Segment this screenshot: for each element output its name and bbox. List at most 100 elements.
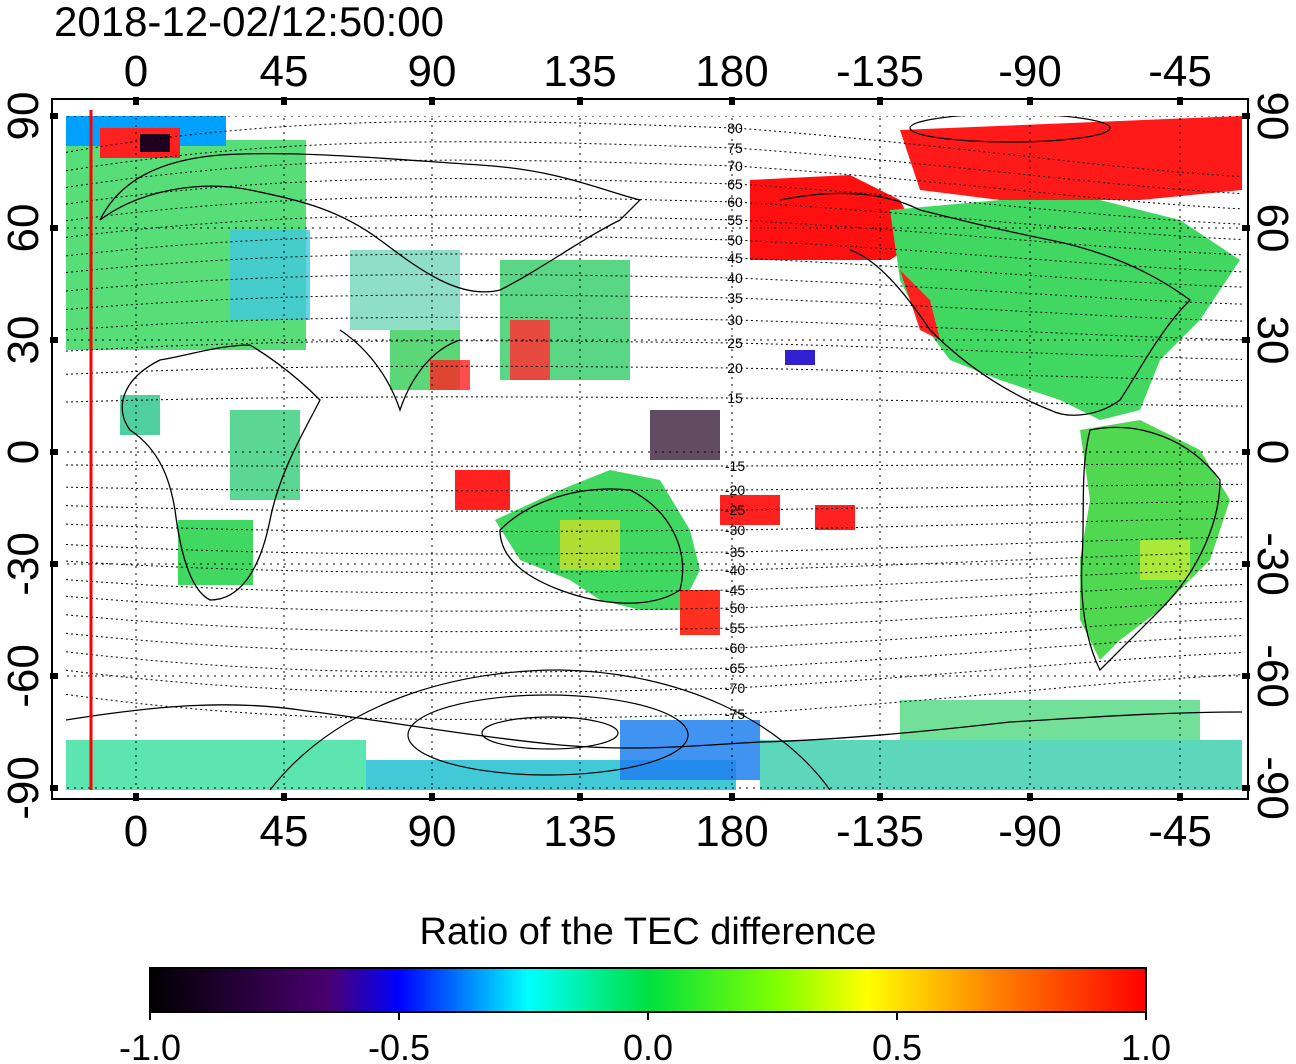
colorbar-tick-label: 0.5 <box>872 1027 922 1064</box>
magnetic-latitude-contour <box>66 618 1242 653</box>
tec-region-south-pacific <box>720 495 780 525</box>
frame-ticks <box>50 97 1250 801</box>
lat-label-right: 30 <box>1248 316 1296 365</box>
magnetic-latitude-label: 65 <box>727 176 743 192</box>
lat-label-right: 90 <box>1248 92 1296 141</box>
magnetic-latitude-contour <box>66 196 1242 240</box>
magnetic-latitude-label: -40 <box>725 562 745 578</box>
lat-label-left: 0 <box>0 440 48 464</box>
longitude-labels-bottom: 0 45 90 135 180 -135 -90 -45 <box>124 807 1212 856</box>
lon-label-bottom: 45 <box>260 807 309 856</box>
colorbar-ticks: -1.0 -0.5 0.0 0.5 1.0 <box>119 1012 1171 1064</box>
lat-label-right: 0 <box>1248 440 1296 464</box>
magnetic-latitude-contour <box>66 273 1242 305</box>
magnetic-latitude-contour <box>66 568 1242 594</box>
magnetic-latitude-contour <box>66 294 1242 322</box>
tec-region-bay-of-bengal <box>430 360 470 390</box>
lat-lon-grid <box>66 116 1242 790</box>
lat-label-left: 30 <box>0 316 48 365</box>
tec-data-layer <box>66 116 1242 790</box>
magnetic-latitude-contour <box>66 652 1242 694</box>
tec-region-west-coast <box>900 270 940 340</box>
magnetic-latitude-label: 30 <box>727 312 743 328</box>
lat-label-right: -60 <box>1248 644 1296 708</box>
tec-region-south-africa <box>178 520 253 585</box>
magnetic-latitude-label: 50 <box>727 232 743 248</box>
magnetic-latitude-label: 25 <box>727 335 743 351</box>
magnetic-latitude-contour <box>66 584 1242 612</box>
tec-region-new-zealand <box>680 590 720 635</box>
north-pole-contour <box>909 116 1111 143</box>
magnetic-latitude-contour <box>66 483 1242 492</box>
magnetic-latitude-label: -50 <box>725 600 745 616</box>
magnetic-latitude-contour <box>66 340 1242 360</box>
lon-label-bottom: -45 <box>1148 807 1212 856</box>
tec-region-south-pacific-east <box>815 505 855 530</box>
magnetic-latitude-label: 45 <box>727 250 743 266</box>
lon-label-top: -45 <box>1148 47 1212 96</box>
magnetic-latitude-contour <box>66 463 1242 467</box>
timestamp: 2018-12-02/12:50:00 <box>54 0 444 45</box>
lat-label-left: -90 <box>0 756 48 820</box>
tec-region-antarctic-east <box>760 740 1242 790</box>
tec-region-antarctic-low <box>620 720 760 780</box>
magnetic-latitude-contour <box>66 316 1242 341</box>
magnetic-latitude-label: 75 <box>727 140 743 156</box>
lon-label-top: 135 <box>543 47 616 96</box>
lon-label-top: 180 <box>695 47 768 96</box>
magnetic-latitude-label: 55 <box>727 212 743 228</box>
magnetic-latitude-contours <box>66 120 1242 720</box>
tec-region-hawaii <box>785 350 815 365</box>
magnetic-latitude-label: -20 <box>725 482 745 498</box>
magnetic-latitude-contour <box>66 120 1242 178</box>
lon-label-bottom: 180 <box>695 807 768 856</box>
magnetic-latitude-label: -30 <box>725 522 745 538</box>
lon-label-bottom: 0 <box>124 807 148 856</box>
lat-label-left: -30 <box>0 532 48 596</box>
magnetic-latitude-contour <box>66 253 1242 288</box>
lon-label-top: -90 <box>998 47 1062 96</box>
tec-region-brazil-high <box>1140 540 1190 580</box>
lon-label-top: 0 <box>124 47 148 96</box>
latitude-labels-left: 90 60 30 0 -30 -60 -90 <box>0 92 48 820</box>
latitude-labels-right: 90 60 30 0 -30 -60 -90 <box>1248 92 1296 820</box>
africa-coast <box>121 344 321 601</box>
magnetic-latitude-contour <box>66 141 1242 195</box>
magnetic-latitude-label: -75 <box>725 706 745 722</box>
colorbar <box>149 967 1147 1013</box>
magnetic-latitude-label: 20 <box>727 360 743 376</box>
magnetic-latitude-contour <box>66 500 1242 512</box>
colorbar-tick-label: 0.0 <box>623 1027 673 1064</box>
colorbar-tick-label: 1.0 <box>1121 1027 1171 1064</box>
magnetic-latitude-label: -55 <box>725 620 745 636</box>
north-america-coast <box>779 192 1191 416</box>
magnetic-latitude-contour <box>66 551 1242 573</box>
lon-label-top: 45 <box>260 47 309 96</box>
magnetic-latitude-label: -15 <box>725 458 745 474</box>
magnetic-latitude-contour <box>66 214 1242 256</box>
magnetic-latitude-contour <box>66 536 1242 555</box>
colorbar-tick-label: -1.0 <box>119 1027 181 1064</box>
magnetic-latitude-label: 35 <box>727 290 743 306</box>
magnetic-latitude-label: -45 <box>725 582 745 598</box>
tec-region-west-africa <box>120 395 160 435</box>
antarctica-coast <box>66 704 1242 749</box>
lat-label-left: 60 <box>0 204 48 253</box>
lat-label-right: -30 <box>1248 532 1296 596</box>
lon-label-top: -135 <box>836 47 924 96</box>
magnetic-latitude-label: 80 <box>727 120 743 136</box>
eurasia-north-coast <box>99 152 642 293</box>
south-pole-contour-inner <box>481 716 619 750</box>
magnetic-latitude-contour <box>66 365 1242 382</box>
south-pole-contour-mid <box>407 694 689 776</box>
magnetic-latitude-labels: 80 75 70 65 60 55 50 45 40 35 30 25 20 15 -15 -20 -25 -30… <box>725 120 745 722</box>
lon-label-bottom: 135 <box>543 807 616 856</box>
magnetic-latitude-contour <box>66 674 1242 720</box>
lat-label-right: -90 <box>1248 756 1296 820</box>
colorbar-tick-label: -0.5 <box>368 1027 430 1064</box>
tec-region-china-high <box>510 320 550 380</box>
lat-label-right: 60 <box>1248 204 1296 253</box>
magnetic-latitude-contour <box>66 396 1242 407</box>
magnetic-latitude-label: 15 <box>727 390 743 406</box>
tec-region-australia-mid <box>560 520 620 570</box>
